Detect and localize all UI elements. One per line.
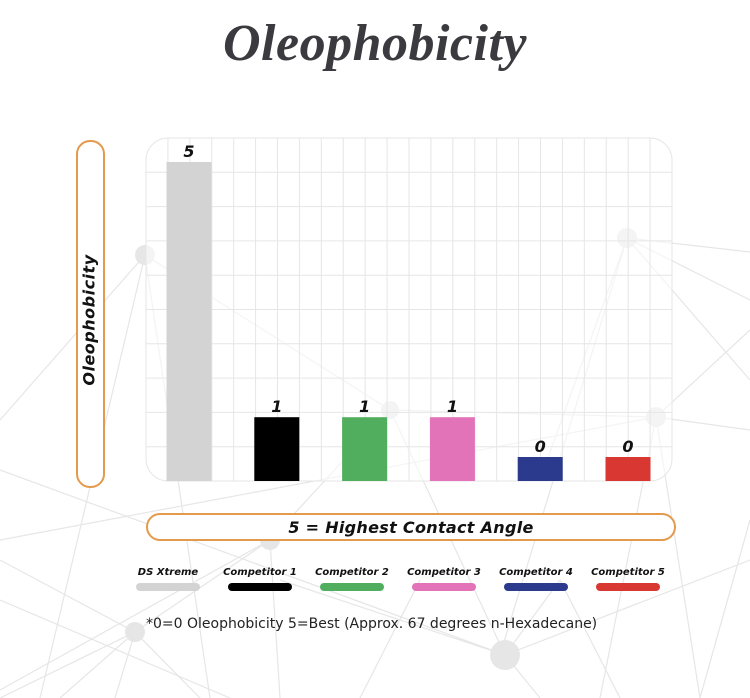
bar-competitor-4 — [517, 457, 563, 481]
legend-item-competitor-1: Competitor 1 — [220, 566, 300, 598]
y-axis-label-frame — [76, 140, 105, 488]
legend-label: Competitor 2 — [315, 567, 389, 578]
legend-item-competitor-3: Competitor 3 — [404, 566, 484, 598]
footnote: *0=0 Oleophobicity 5=Best (Approx. 67 de… — [146, 616, 598, 632]
legend-swatch — [504, 583, 568, 591]
data-label-competitor-1: 1 — [271, 397, 282, 416]
data-label-competitor-3: 1 — [447, 397, 458, 416]
legend-swatch — [228, 583, 292, 591]
legend-swatch — [596, 583, 660, 591]
y-axis-label: Oleophobicity — [79, 254, 99, 386]
bar-ds-xtreme — [166, 162, 212, 481]
chart-grid — [145, 137, 673, 482]
x-axis-label-frame: 5 = Highest Contact Angle — [146, 513, 676, 541]
bar-competitor-3 — [429, 417, 475, 481]
legend-item-competitor-2: Competitor 2 — [312, 566, 392, 598]
chart-bars — [166, 162, 651, 481]
data-label-competitor-5: 0 — [622, 437, 633, 456]
chart-data-labels: 5 1 1 1 0 0 — [183, 142, 633, 456]
legend-label: Competitor 3 — [407, 567, 481, 578]
legend-item-ds-xtreme: DS Xtreme — [128, 566, 208, 598]
legend-swatch — [136, 583, 200, 591]
x-axis-label: 5 = Highest Contact Angle — [288, 517, 534, 537]
legend-label: Competitor 1 — [223, 567, 297, 578]
bar-competitor-2 — [342, 417, 388, 481]
legend-label: Competitor 4 — [499, 567, 573, 578]
legend-swatch — [412, 583, 476, 591]
data-label-competitor-2: 1 — [359, 397, 370, 416]
legend-item-competitor-4: Competitor 4 — [496, 566, 576, 598]
page-title: Oleophobicity — [222, 15, 527, 72]
legend-swatch — [320, 583, 384, 591]
legend-label: DS Xtreme — [137, 567, 199, 578]
bar-competitor-1 — [254, 417, 300, 481]
data-label-ds-xtreme: 5 — [183, 142, 194, 161]
data-label-competitor-4: 0 — [535, 437, 546, 456]
chart-legend: DS Xtreme Competitor 1 Competitor 2 Comp… — [128, 566, 668, 598]
bar-competitor-5 — [605, 457, 651, 481]
legend-label: Competitor 5 — [591, 567, 665, 578]
legend-item-competitor-5: Competitor 5 — [588, 566, 668, 598]
